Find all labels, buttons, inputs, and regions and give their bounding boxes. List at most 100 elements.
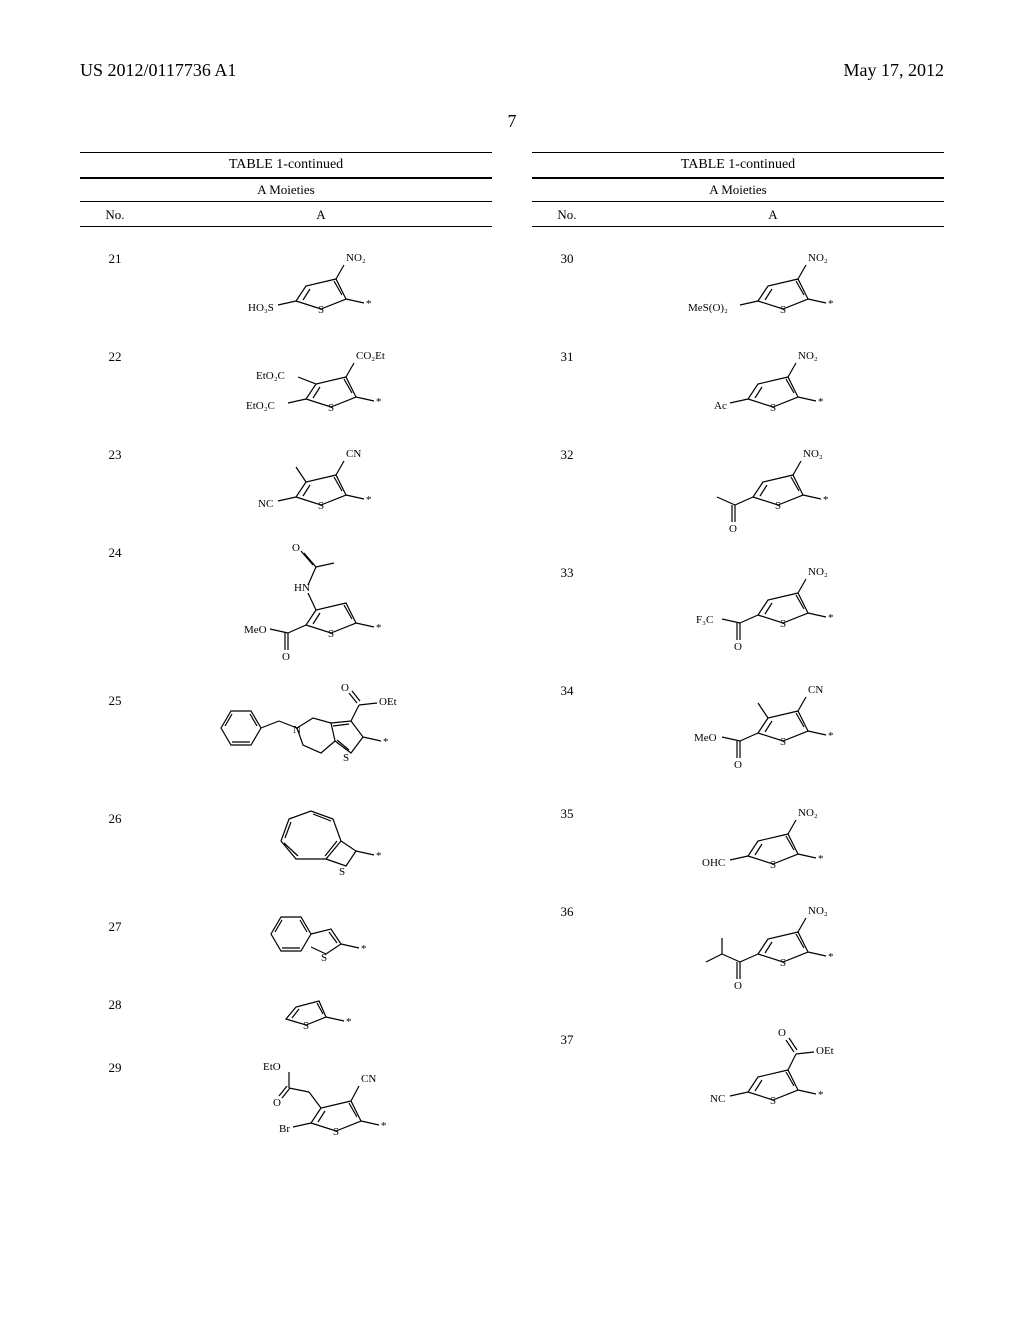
row-number: 24 [80, 525, 150, 561]
attachment-point: * [828, 951, 834, 963]
substituent-label: NO₂ [808, 905, 828, 917]
attachment-point: * [828, 298, 834, 310]
substituent-label: MeO [244, 624, 267, 636]
chemical-structure: S * [150, 977, 492, 1032]
row-number: 29 [80, 1040, 150, 1076]
table-row: 34 [532, 659, 944, 782]
substituent-label: OHC [702, 857, 725, 869]
attachment-point: * [376, 396, 382, 408]
row-number: 30 [532, 231, 602, 267]
chemical-structure: O OEt NC S * [602, 1012, 944, 1122]
chemical-structure: NO₂ OHC S * [602, 786, 944, 876]
attachment-point: * [361, 943, 367, 955]
attachment-point: * [376, 622, 382, 634]
substituent-label: NO₂ [808, 252, 828, 264]
substituent-label: S [321, 952, 327, 964]
table-row: 25 [80, 669, 492, 787]
substituent-label: S [780, 304, 786, 316]
row-number: 34 [532, 663, 602, 699]
attachment-point: * [346, 1016, 352, 1028]
page-header: US 2012/0117736 A1 May 17, 2012 [80, 60, 944, 81]
substituent-label: N [293, 724, 301, 736]
substituent-label: O [734, 759, 742, 771]
row-number: 35 [532, 786, 602, 822]
table-row: 22 CO₂Et EtO₂C [80, 325, 492, 423]
substituent-label: O [734, 980, 742, 992]
table-row: 35 NO₂ OHC S * [532, 782, 944, 880]
substituent-label: S [780, 957, 786, 969]
substituent-label: HO₃S [248, 302, 274, 314]
row-number: 27 [80, 899, 150, 935]
col-header-a: A [150, 207, 492, 223]
substituent-label: NO₂ [798, 807, 818, 819]
right-column: TABLE 1-continued A Moieties No. A 30 [532, 152, 944, 1154]
substituent-label: NO₂ [808, 566, 828, 578]
row-number: 23 [80, 427, 150, 463]
publication-date: May 17, 2012 [844, 60, 945, 81]
substituent-label: F₃C [696, 614, 713, 626]
substituent-label: NC [258, 498, 273, 510]
substituent-label: HN [294, 582, 310, 594]
substituent-label: O [778, 1027, 786, 1039]
substituent-label: NO₂ [798, 350, 818, 362]
chemical-structure: CO₂Et EtO₂C EtO₂C S * [150, 329, 492, 419]
chemical-structure: NO₂ MeS(O)₂ S * [602, 231, 944, 321]
substituent-label: Br [279, 1123, 290, 1135]
substituent-label: Ac [714, 400, 727, 412]
chemical-structure: NO₂ Ac S * [602, 329, 944, 419]
substituent-label: O [292, 542, 300, 554]
table-row: 28 S * [80, 973, 492, 1036]
row-number: 36 [532, 884, 602, 920]
substituent-label: S [333, 1126, 339, 1138]
substituent-label: S [328, 628, 334, 640]
col-header-a: A [602, 207, 944, 223]
table-row: 31 NO₂ Ac S * [532, 325, 944, 423]
substituent-label: O [282, 651, 290, 663]
substituent-label: MeS(O)₂ [688, 302, 728, 314]
publication-number: US 2012/0117736 A1 [80, 60, 236, 81]
substituent-label: O [729, 523, 737, 535]
substituent-label: CN [361, 1073, 376, 1085]
table-title-left: TABLE 1-continued [80, 152, 492, 173]
attachment-point: * [823, 494, 829, 506]
table-subtitle-left: A Moieties [80, 177, 492, 202]
attachment-point: * [828, 730, 834, 742]
substituent-label: O [341, 682, 349, 694]
chemical-structure: EtO O CN Br S * [150, 1040, 492, 1150]
substituent-label: S [343, 752, 349, 764]
chemical-structure: CN NC S * [150, 427, 492, 517]
substituent-label: OEt [816, 1045, 834, 1057]
attachment-point: * [828, 612, 834, 624]
substituent-label: NO₂ [346, 252, 366, 264]
table-row: 36 [532, 880, 944, 1008]
substituent-label: S [775, 500, 781, 512]
attachment-point: * [366, 494, 372, 506]
row-number: 33 [532, 545, 602, 581]
attachment-point: * [366, 298, 372, 310]
substituent-label: CO₂Et [356, 350, 385, 362]
row-number: 25 [80, 673, 150, 709]
attachment-point: * [818, 853, 824, 865]
substituent-label: NC [710, 1093, 725, 1105]
row-number: 21 [80, 231, 150, 267]
substituent-label: O [734, 641, 742, 653]
table-title-right: TABLE 1-continued [532, 152, 944, 173]
substituent-label: S [770, 1095, 776, 1107]
substituent-label: S [318, 304, 324, 316]
row-number: 22 [80, 329, 150, 365]
substituent-label: EtO₂C [256, 370, 285, 382]
col-header-no: No. [532, 207, 602, 223]
table-row: 24 [80, 521, 492, 669]
substituent-label: S [770, 859, 776, 871]
chemical-structure: O HN MeO O S * [150, 525, 492, 665]
table-row: 21 NO₂ HO₃S S * [80, 227, 492, 325]
row-number: 32 [532, 427, 602, 463]
page-container: US 2012/0117736 A1 May 17, 2012 7 TABLE … [0, 0, 1024, 1194]
substituent-label: NO₂ [803, 448, 823, 460]
substituent-label: S [303, 1020, 309, 1032]
table-row: 37 [532, 1008, 944, 1126]
chemical-structure: S * [150, 899, 492, 969]
row-number: 37 [532, 1012, 602, 1048]
chemical-structure: S * [150, 791, 492, 891]
table-header-row-right: No. A [532, 204, 944, 227]
